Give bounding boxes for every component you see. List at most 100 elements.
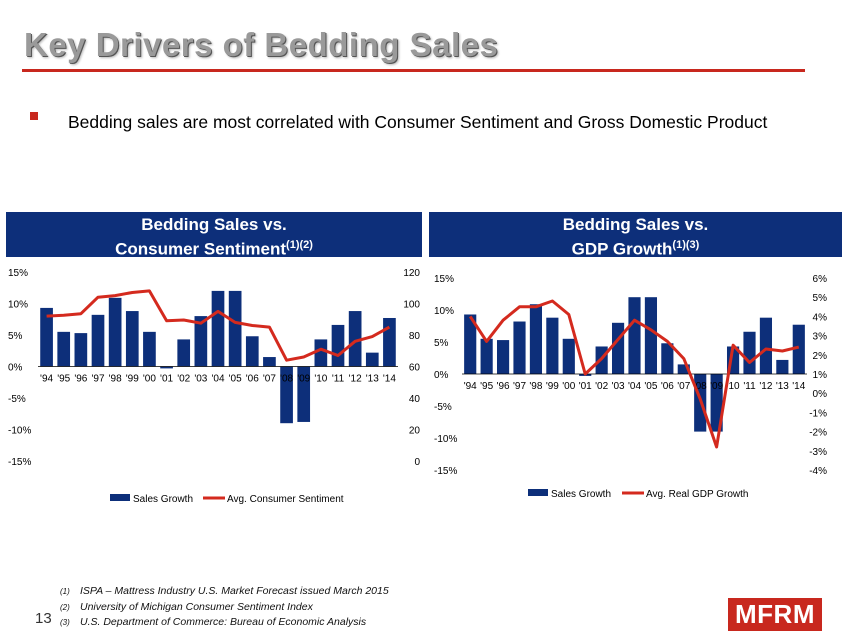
chart2-x-tick-1: '95: [480, 381, 493, 392]
chart-1-header: Bedding Sales vs. Consumer Sentiment(1)(…: [6, 212, 422, 260]
chart1-x-tick-17: '11: [332, 374, 345, 385]
chart2-bar-2: [496, 340, 510, 374]
chart2-bar-1: [480, 338, 493, 374]
chart-1-title-text: Consumer Sentiment: [115, 239, 287, 259]
chart2-x-tick-12: '06: [661, 381, 674, 392]
footnotes: (1) ISPA – Mattress Industry U.S. Market …: [60, 584, 389, 631]
chart2-y-right-tick: 6%: [813, 274, 828, 285]
chart2-x-tick-18: '12: [759, 381, 772, 392]
chart1-x-tick-15: '09: [297, 374, 310, 385]
chart1-x-tick-8: '02: [177, 374, 190, 385]
chart2-bar-18: [759, 317, 773, 374]
chart1-y-right-tick: 20: [409, 426, 421, 437]
chart1-bar-19: [365, 352, 379, 367]
chart2-y-left-tick: -5%: [434, 402, 452, 413]
chart2-y-left-tick: 0%: [434, 370, 449, 381]
chart1-bar-2: [74, 333, 88, 367]
chart1-x-tick-4: '98: [109, 374, 122, 385]
chart-1-title-sup: (1)(2): [286, 239, 313, 251]
chart1-bar-1: [57, 331, 71, 367]
chart2-y-right-tick: -1%: [809, 408, 827, 419]
chart-1-title-line2: Consumer Sentiment(1)(2): [6, 235, 422, 260]
chart1-bar-18: [348, 311, 362, 367]
chart1-bar-8: [177, 339, 191, 367]
chart1-x-tick-13: '07: [263, 374, 276, 385]
chart1-bar-3: [91, 314, 105, 367]
chart2-bar-4: [529, 304, 543, 374]
chart1-y-right-tick: 0: [414, 457, 420, 468]
chart2-legend-bar-swatch: [528, 489, 548, 496]
chart1-bar-0: [40, 307, 53, 367]
chart1-x-tick-7: '01: [160, 374, 173, 385]
title-divider: [22, 69, 805, 72]
chart2-x-tick-16: '10: [727, 381, 740, 392]
footnote-3: (3) U.S. Department of Commerce: Bureau o…: [60, 616, 367, 628]
chart2-bar-0: [464, 314, 477, 374]
chart2-y-right-tick: 4%: [813, 312, 828, 323]
chart1-y-right-tick: 100: [403, 300, 420, 311]
chart2-bar-15: [710, 374, 723, 432]
chart1-x-tick-0: '94: [40, 374, 53, 385]
chart2-x-tick-6: '00: [562, 381, 575, 392]
chart2-x-tick-19: '13: [776, 381, 789, 392]
chart2-x-tick-8: '02: [595, 381, 608, 392]
chart2-x-tick-2: '96: [497, 381, 510, 392]
chart2-y-left-tick: 10%: [434, 306, 454, 317]
chart2-bar-10: [628, 297, 641, 374]
chart2-y-right-tick: -2%: [809, 428, 827, 439]
chart2-bar-5: [546, 317, 559, 374]
chart1-y-right-tick: 80: [409, 331, 421, 342]
chart1-bar-15: [297, 366, 311, 422]
chart-gdp-growth: 15% 10% 5% 0% -5% -10% -15% 6% 5% 4% 3% 2% 1% 0% -1% -2…: [434, 274, 828, 500]
chart2-y-left-tick: 5%: [434, 338, 449, 349]
chart2-x-tick-3: '97: [513, 381, 526, 392]
chart1-x-tick-12: '06: [246, 374, 259, 385]
chart1-x-tick-11: '05: [229, 374, 242, 385]
chart1-bar-14: [280, 366, 293, 424]
chart1-x-tick-6: '00: [143, 374, 156, 385]
chart2-y-right-tick: 2%: [813, 351, 828, 362]
chart1-x-tick-5: '99: [126, 374, 139, 385]
page-number: 13: [35, 610, 52, 627]
chart-consumer-sentiment: 15% 10% 5% 0% -5% -10% -15% 120 100 80 60 40 20 0 '94 '…: [8, 268, 421, 505]
chart1-y-right-tick: 120: [403, 268, 420, 279]
chart1-x-tick-9: '03: [194, 374, 207, 385]
chart1-bar-6: [143, 331, 156, 367]
chart2-x-tick-5: '99: [546, 381, 559, 392]
chart2-x-tick-7: '01: [579, 381, 592, 392]
chart1-bar-20: [383, 317, 396, 367]
chart1-y-right-tick: 40: [409, 394, 421, 405]
footnote-2: (2) University of Michigan Consumer Senti…: [60, 600, 313, 613]
chart2-bar-9: [611, 322, 625, 374]
mfrm-logo: MFRM: [728, 598, 822, 631]
chart2-y-right-tick: 0%: [813, 389, 828, 400]
chart1-line-series: [46, 289, 391, 362]
chart1-x-tick-16: '10: [314, 374, 327, 385]
footnote-1: (1) ISPA – Mattress Industry U.S. Market …: [60, 585, 389, 597]
chart2-y-right-tick: 3%: [813, 332, 828, 343]
chart2-y-right-tick: 1%: [813, 370, 828, 381]
chart2-bar-19: [776, 359, 789, 374]
chart2-bar-17: [743, 331, 756, 374]
chart2-bar-3: [513, 321, 526, 374]
chart2-x-tick-17: '11: [743, 381, 756, 392]
chart1-bar-4: [108, 297, 122, 367]
chart2-x-tick-20: '14: [792, 381, 805, 392]
chart1-bar-12: [245, 336, 259, 367]
chart1-y-right-tick: 60: [409, 363, 421, 374]
chart2-bar-11: [644, 297, 658, 374]
chart1-bar-13: [263, 357, 276, 367]
chart1-y-left-tick: 0%: [8, 363, 23, 374]
chart2-x-tick-4: '98: [529, 381, 542, 392]
chart1-x-tick-10: '04: [211, 374, 224, 385]
chart2-bar-12: [661, 343, 674, 374]
chart2-bar-13: [677, 364, 690, 374]
chart2-y-left-tick: -10%: [434, 434, 457, 445]
chart2-y-right-tick: -3%: [809, 447, 827, 458]
chart1-x-tick-20: '14: [383, 374, 396, 385]
chart1-x-tick-19: '13: [366, 374, 379, 385]
chart1-y-left-tick: 5%: [8, 331, 23, 342]
chart2-legend-bar-label: Sales Growth: [551, 489, 611, 500]
chart2-x-tick-10: '04: [628, 381, 641, 392]
chart1-legend-bar-label: Sales Growth: [133, 494, 193, 505]
